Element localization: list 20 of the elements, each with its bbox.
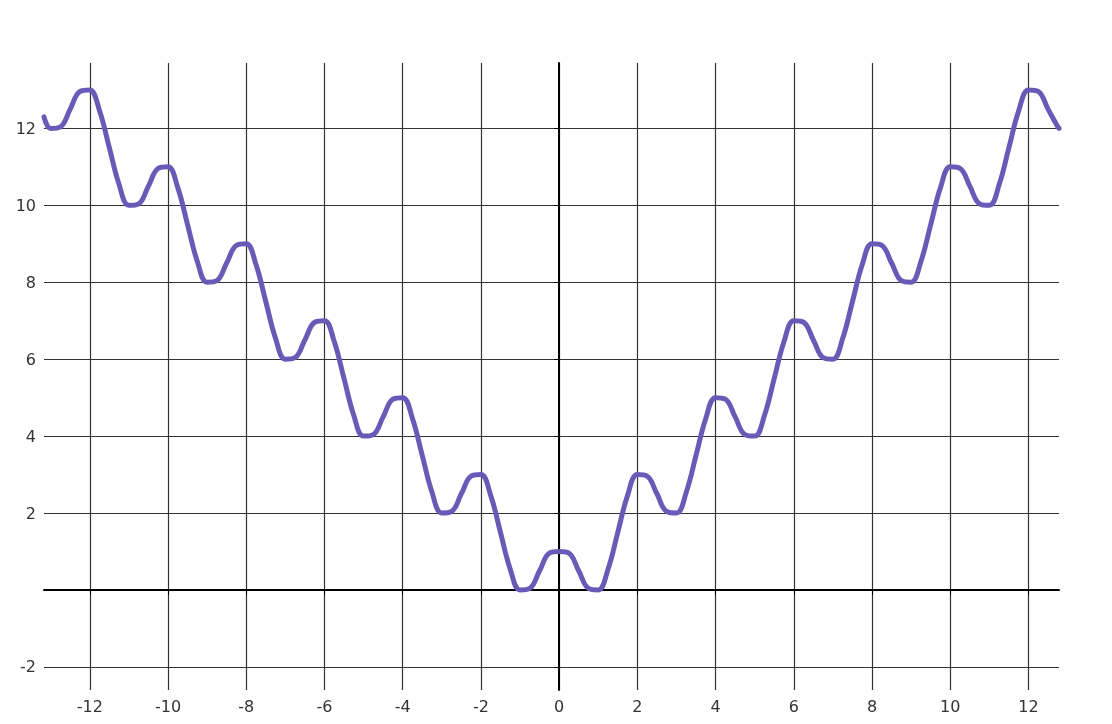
x-tick-label: 0 [554, 696, 565, 716]
x-tick-label: -10 [154, 696, 182, 716]
y-tick-label: 2 [25, 503, 36, 523]
x-tick-label: 2 [632, 696, 643, 716]
x-tick-label: 12 [1018, 696, 1039, 716]
x-tick-label: 8 [866, 696, 878, 716]
y-tick-label: -2 [20, 657, 36, 677]
x-tick-label: 10 [940, 696, 961, 716]
y-tick-label: 6 [25, 349, 36, 369]
x-tick-label: -2 [472, 696, 489, 716]
x-tick-label: -12 [76, 696, 103, 716]
y-tick-label: 10 [15, 195, 36, 215]
y-tick-label: 12 [15, 118, 36, 138]
y-tick-label: 8 [25, 272, 36, 292]
x-tick-label: 4 [710, 696, 721, 716]
x-tick-label: -8 [238, 696, 255, 716]
x-tick-label: -4 [394, 696, 411, 716]
x-tick-label: -6 [316, 696, 333, 716]
y-tick-label: 4 [25, 426, 36, 446]
x-tick-label: 6 [788, 696, 799, 716]
